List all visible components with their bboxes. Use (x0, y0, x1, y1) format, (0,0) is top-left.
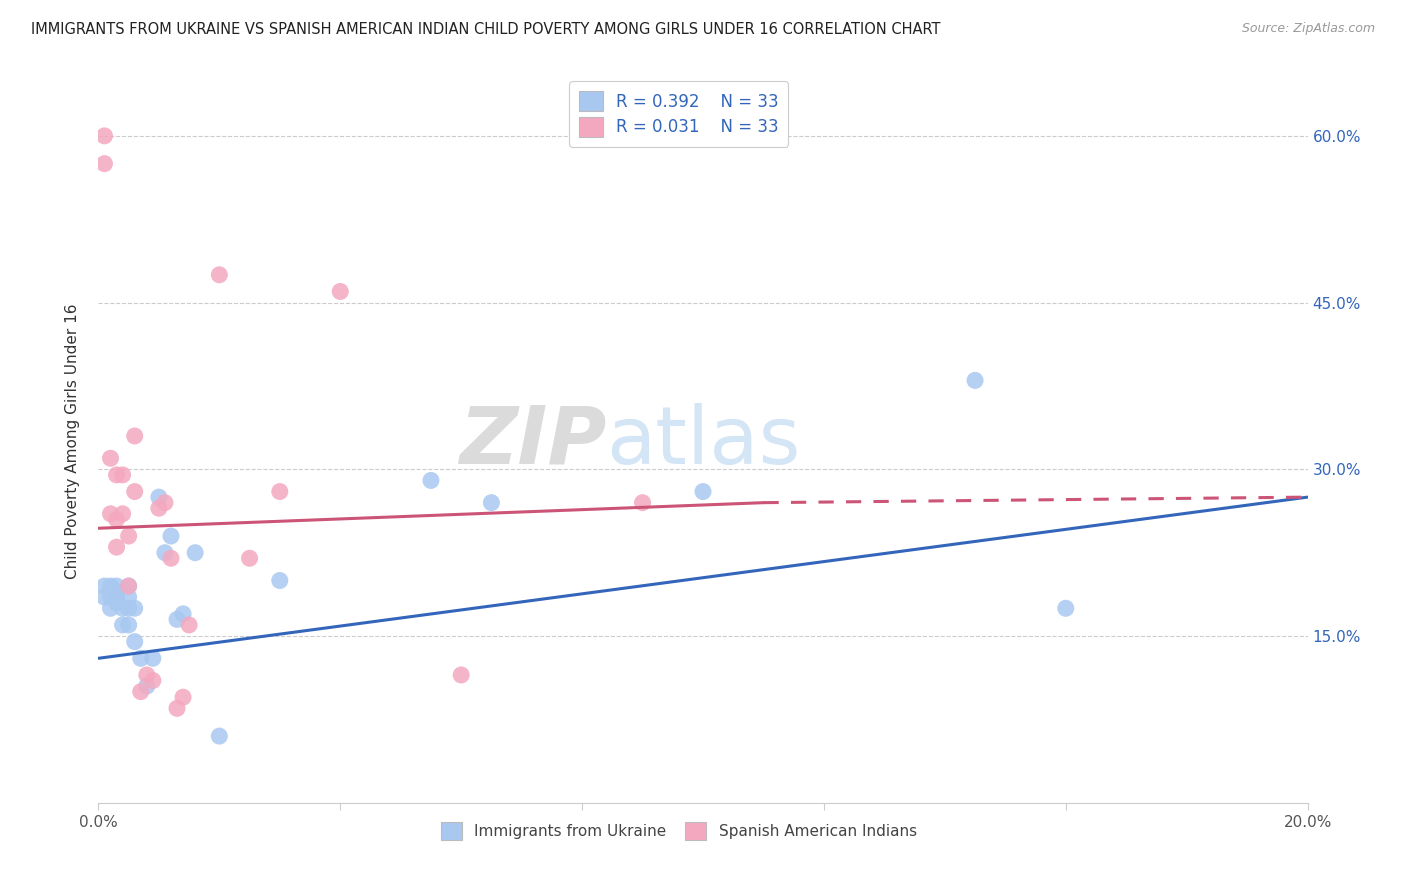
Point (172, 607, 194, 621)
Point (105, 579, 128, 593)
Point (105, 584, 128, 599)
Point (450, 668, 472, 682)
Point (135, 668, 157, 682)
Point (111, 601, 134, 615)
Point (1054, 601, 1077, 615)
Point (166, 701, 188, 715)
Point (179, 618, 201, 632)
Y-axis label: Child Poverty Among Girls Under 16: Child Poverty Among Girls Under 16 (65, 304, 80, 579)
Point (208, 268, 231, 282)
Point (100, 507, 122, 521)
Text: atlas: atlas (606, 402, 800, 481)
Point (129, 684, 152, 698)
Point (124, 601, 146, 615)
Point (129, 651, 152, 665)
Point (100, 451, 122, 466)
Point (93, 590, 115, 604)
Point (148, 501, 170, 516)
Point (105, 467, 128, 482)
Point (239, 551, 262, 566)
Point (208, 729, 231, 743)
Point (105, 596, 128, 610)
Point (111, 618, 134, 632)
Point (420, 474, 443, 488)
Text: IMMIGRANTS FROM UKRAINE VS SPANISH AMERICAN INDIAN CHILD POVERTY AMONG GIRLS UND: IMMIGRANTS FROM UKRAINE VS SPANISH AMERI… (31, 22, 941, 37)
Point (124, 484, 146, 499)
Point (100, 590, 122, 604)
Point (118, 529, 141, 543)
Point (111, 467, 134, 482)
Point (93, 579, 115, 593)
Text: Source: ZipAtlas.com: Source: ZipAtlas.com (1241, 22, 1375, 36)
Point (118, 590, 141, 604)
Point (481, 496, 503, 510)
Point (135, 679, 157, 693)
Point (93, 156, 115, 170)
Point (105, 512, 128, 526)
Point (269, 484, 291, 499)
Point (105, 590, 128, 604)
Point (142, 651, 165, 665)
Point (124, 634, 146, 648)
Point (100, 579, 122, 593)
Point (118, 579, 141, 593)
Point (166, 612, 188, 626)
Point (148, 490, 170, 504)
Point (118, 601, 141, 615)
Point (160, 529, 183, 543)
Point (93, 128, 115, 143)
Legend: Immigrants from Ukraine, Spanish American Indians: Immigrants from Ukraine, Spanish America… (434, 816, 922, 846)
Point (100, 601, 122, 615)
Point (631, 496, 654, 510)
Point (160, 551, 183, 566)
Point (184, 546, 207, 560)
Point (118, 579, 141, 593)
Text: ZIP: ZIP (458, 402, 606, 481)
Point (111, 507, 134, 521)
Point (965, 373, 987, 387)
Point (153, 546, 176, 560)
Point (118, 618, 141, 632)
Point (105, 540, 128, 554)
Point (153, 496, 176, 510)
Point (172, 690, 194, 705)
Point (124, 429, 146, 443)
Point (269, 574, 291, 588)
Point (692, 484, 714, 499)
Point (142, 673, 165, 688)
Point (329, 285, 352, 299)
